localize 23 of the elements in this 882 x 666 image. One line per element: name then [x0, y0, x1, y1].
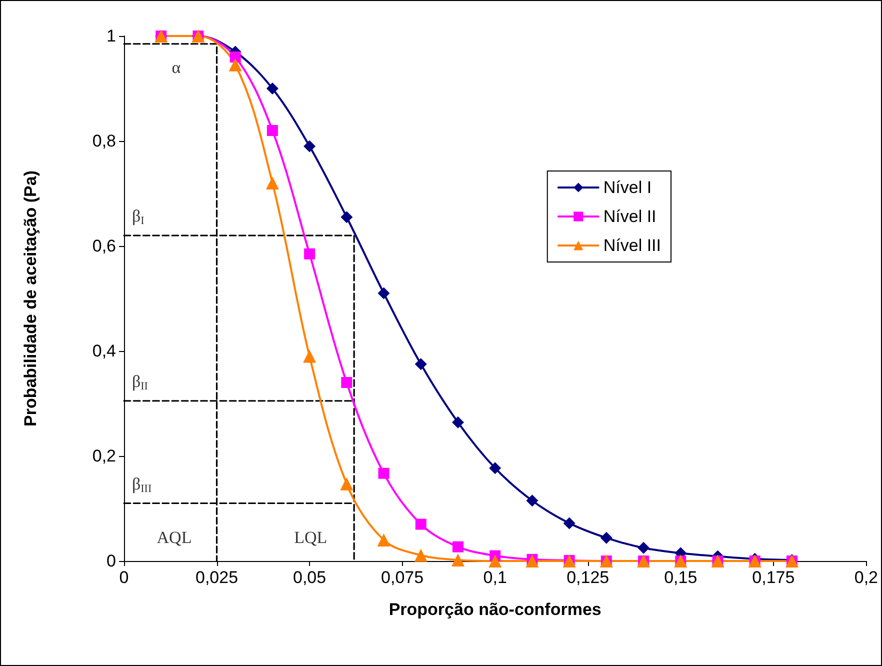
y-tick-label: 0,2 — [92, 446, 116, 466]
x-tick-label: 0,15 — [664, 568, 698, 587]
x-tick-label: 0,125 — [566, 568, 610, 587]
x-tick-label: 0,175 — [752, 568, 795, 587]
y-tick-label: 0 — [106, 552, 116, 570]
legend-label: Nível III — [603, 236, 661, 255]
annotation: α — [172, 58, 181, 77]
y-axis-title: Probabilidade de aceitação (Pa) — [21, 170, 40, 427]
x-tick-label: 0,1 — [483, 568, 507, 587]
x-tick-label: 0,075 — [381, 568, 424, 587]
legend-label: Nível II — [603, 207, 656, 226]
y-tick-label: 0,8 — [92, 132, 116, 150]
y-tick-label: 0,6 — [92, 236, 116, 256]
y-tick-label: 1 — [106, 26, 116, 46]
legend-label: Nível I — [603, 178, 652, 197]
x-tick-label: 0,05 — [293, 568, 326, 587]
x-tick-label: 0 — [119, 568, 129, 587]
x-tick-label: 0,025 — [196, 568, 238, 587]
annotation: AQL — [156, 528, 192, 547]
x-tick-label: 0,2 — [854, 568, 878, 587]
annotation: LQL — [294, 528, 328, 547]
y-tick-label: 0,4 — [92, 342, 116, 360]
x-axis-title: Proporção não-conformes — [388, 600, 602, 619]
